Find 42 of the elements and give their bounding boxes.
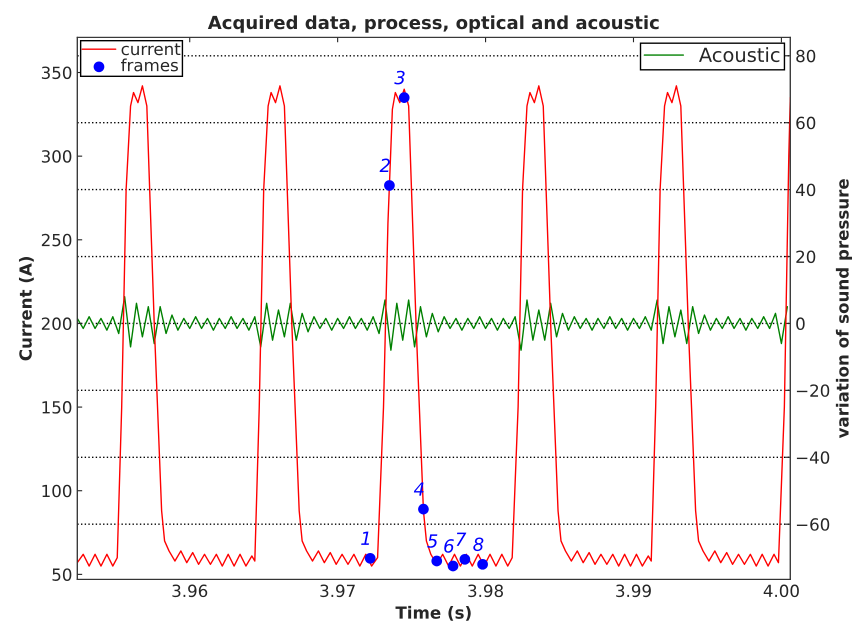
y2-axis-title: variation of sound pressure xyxy=(836,179,852,438)
y2-tick-label: 60 xyxy=(796,116,816,130)
x-tick-label: 3.99 xyxy=(616,584,651,598)
point xyxy=(460,554,470,565)
legend-label: Acoustic xyxy=(698,47,780,62)
legend-label: current xyxy=(122,43,180,56)
x-tick-label: 3.96 xyxy=(172,584,208,598)
point xyxy=(418,504,429,514)
point xyxy=(384,180,395,191)
y2-tick-label: 20 xyxy=(796,250,816,264)
x-axis-title: Time (s) xyxy=(396,606,471,621)
x-tick-label: 4.00 xyxy=(764,584,799,598)
y-tick-label: 350 xyxy=(42,66,72,80)
y-tick-label: 50 xyxy=(52,568,72,581)
y-axis-title: Current (A) xyxy=(18,257,34,360)
point xyxy=(364,552,376,564)
y-tick-label: 150 xyxy=(42,401,72,414)
annotation: 8 xyxy=(473,537,484,552)
y-tick-label: 250 xyxy=(42,234,72,246)
chart-title: Acquired data, process, optical and acoustic xyxy=(208,15,659,33)
x-tick-label: 3.98 xyxy=(468,584,503,598)
annotation: 7 xyxy=(456,532,466,546)
y2-tick-label: −60 xyxy=(796,518,830,531)
y2-tick-label: −20 xyxy=(796,384,830,397)
y2-tick-label: −40 xyxy=(796,451,830,464)
point xyxy=(431,556,442,566)
y2-tick-label: 80 xyxy=(796,50,816,62)
point xyxy=(398,92,410,103)
y-tick-label: 100 xyxy=(42,484,72,498)
y2-tick-label: 40 xyxy=(796,184,816,196)
annotation: 5 xyxy=(427,534,438,548)
line-series xyxy=(77,296,788,351)
y-tick-label: 300 xyxy=(42,150,72,163)
annotation: 3 xyxy=(394,70,405,84)
y-tick-label: 200 xyxy=(42,317,72,330)
annotation: 6 xyxy=(444,539,454,553)
y2-tick-label: 0 xyxy=(796,317,805,330)
point xyxy=(448,560,458,572)
annotation: 1 xyxy=(361,532,370,545)
legend-label: frames xyxy=(121,58,178,72)
x-tick-label: 3.97 xyxy=(320,584,355,598)
point xyxy=(477,558,488,570)
